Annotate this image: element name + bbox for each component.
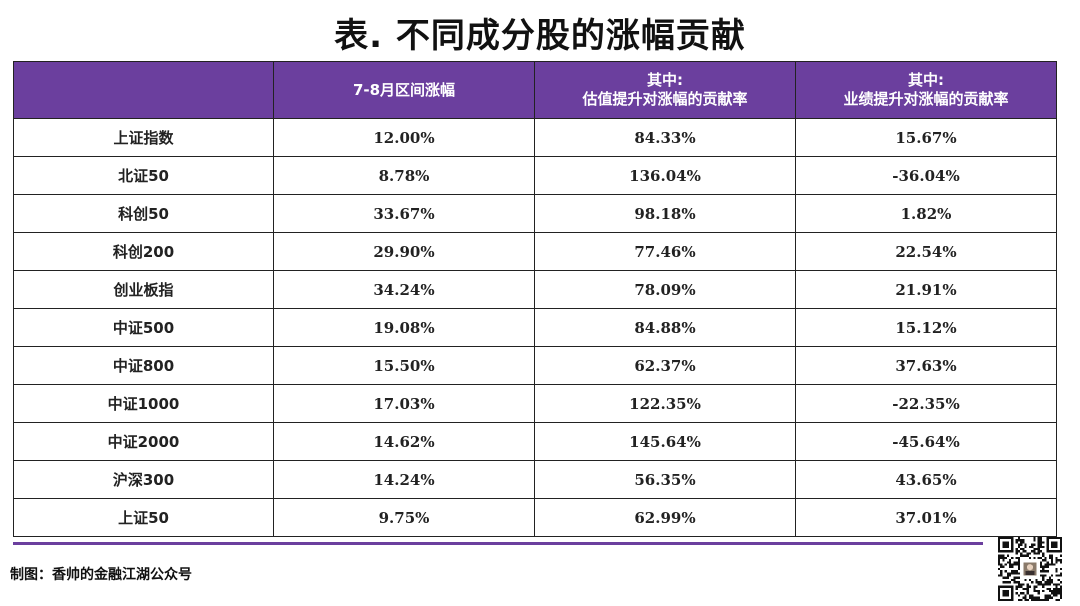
header-cell-index bbox=[13, 61, 274, 119]
header-line1: 其中: bbox=[908, 71, 944, 89]
qr-code-icon bbox=[998, 537, 1062, 601]
table-row: 中证500 19.08% 84.88% 15.12% bbox=[13, 308, 1057, 347]
data-table: 7-8月区间涨幅 其中: 估值提升对涨幅的贡献率 其中: 业绩提升对涨幅的贡献率… bbox=[13, 61, 1057, 537]
index-name-cell: 中证2000 bbox=[13, 422, 274, 461]
value-cell: 43.65% bbox=[795, 460, 1057, 499]
value-cell: -36.04% bbox=[795, 156, 1057, 195]
header-line2: 估值提升对涨幅的贡献率 bbox=[582, 90, 748, 108]
value-cell: 12.00% bbox=[273, 118, 535, 157]
footer-credit: 制图：香帅的金融江湖公众号 bbox=[10, 567, 192, 583]
index-name-cell: 中证500 bbox=[13, 308, 274, 347]
table-row: 中证2000 14.62% 145.64% -45.64% bbox=[13, 422, 1057, 461]
value-cell: 145.64% bbox=[534, 422, 796, 461]
header-cell-earnings-contribution: 其中: 业绩提升对涨幅的贡献率 bbox=[795, 61, 1057, 119]
index-name-cell: 中证800 bbox=[13, 346, 274, 385]
value-cell: 37.63% bbox=[795, 346, 1057, 385]
value-cell: 84.88% bbox=[534, 308, 796, 347]
table-row: 北证50 8.78% 136.04% -36.04% bbox=[13, 156, 1057, 195]
table-row: 科创50 33.67% 98.18% 1.82% bbox=[13, 194, 1057, 233]
index-name-cell: 中证1000 bbox=[13, 384, 274, 423]
value-cell: 29.90% bbox=[273, 232, 535, 271]
header-row: 7-8月区间涨幅 其中: 估值提升对涨幅的贡献率 其中: 业绩提升对涨幅的贡献率 bbox=[13, 61, 1057, 119]
value-cell: 33.67% bbox=[273, 194, 535, 233]
value-cell: 15.12% bbox=[795, 308, 1057, 347]
index-name-cell: 创业板指 bbox=[13, 270, 274, 309]
value-cell: 56.35% bbox=[534, 460, 796, 499]
value-cell: 37.01% bbox=[795, 498, 1057, 537]
value-cell: 8.78% bbox=[273, 156, 535, 195]
value-cell: 15.67% bbox=[795, 118, 1057, 157]
table-row: 上证50 9.75% 62.99% 37.01% bbox=[13, 498, 1057, 537]
value-cell: 14.24% bbox=[273, 460, 535, 499]
value-cell: 9.75% bbox=[273, 498, 535, 537]
value-cell: 15.50% bbox=[273, 346, 535, 385]
header-cell-valuation-contribution: 其中: 估值提升对涨幅的贡献率 bbox=[534, 61, 796, 119]
value-cell: 62.37% bbox=[534, 346, 796, 385]
value-cell: 98.18% bbox=[534, 194, 796, 233]
value-cell: 77.46% bbox=[534, 232, 796, 271]
header-line1: 7-8月区间涨幅 bbox=[352, 80, 456, 99]
value-cell: -22.35% bbox=[795, 384, 1057, 423]
value-cell: 21.91% bbox=[795, 270, 1057, 309]
value-cell: 136.04% bbox=[534, 156, 796, 195]
table-row: 中证800 15.50% 62.37% 37.63% bbox=[13, 346, 1057, 385]
value-cell: 19.08% bbox=[273, 308, 535, 347]
value-cell: 1.82% bbox=[795, 194, 1057, 233]
page-title: 表. 不同成分股的涨幅贡献 bbox=[334, 16, 746, 56]
value-cell: 22.54% bbox=[795, 232, 1057, 271]
index-name-cell: 科创50 bbox=[13, 194, 274, 233]
value-cell: 62.99% bbox=[534, 498, 796, 537]
header-line1: 其中: bbox=[647, 71, 683, 89]
table-row: 创业板指 34.24% 78.09% 21.91% bbox=[13, 270, 1057, 309]
table-row: 科创200 29.90% 77.46% 22.54% bbox=[13, 232, 1057, 271]
value-cell: -45.64% bbox=[795, 422, 1057, 461]
index-name-cell: 科创200 bbox=[13, 232, 274, 271]
footer-divider bbox=[13, 542, 983, 545]
value-cell: 14.62% bbox=[273, 422, 535, 461]
value-cell: 34.24% bbox=[273, 270, 535, 309]
table-row: 上证指数 12.00% 84.33% 15.67% bbox=[13, 118, 1057, 157]
index-name-cell: 北证50 bbox=[13, 156, 274, 195]
index-name-cell: 上证50 bbox=[13, 498, 274, 537]
header-cell-range-gain: 7-8月区间涨幅 bbox=[273, 61, 535, 119]
table-row: 沪深300 14.24% 56.35% 43.65% bbox=[13, 460, 1057, 499]
value-cell: 84.33% bbox=[534, 118, 796, 157]
header-line2: 业绩提升对涨幅的贡献率 bbox=[843, 90, 1009, 108]
index-name-cell: 沪深300 bbox=[13, 460, 274, 499]
value-cell: 78.09% bbox=[534, 270, 796, 309]
table-row: 中证1000 17.03% 122.35% -22.35% bbox=[13, 384, 1057, 423]
index-name-cell: 上证指数 bbox=[13, 118, 274, 157]
value-cell: 17.03% bbox=[273, 384, 535, 423]
value-cell: 122.35% bbox=[534, 384, 796, 423]
